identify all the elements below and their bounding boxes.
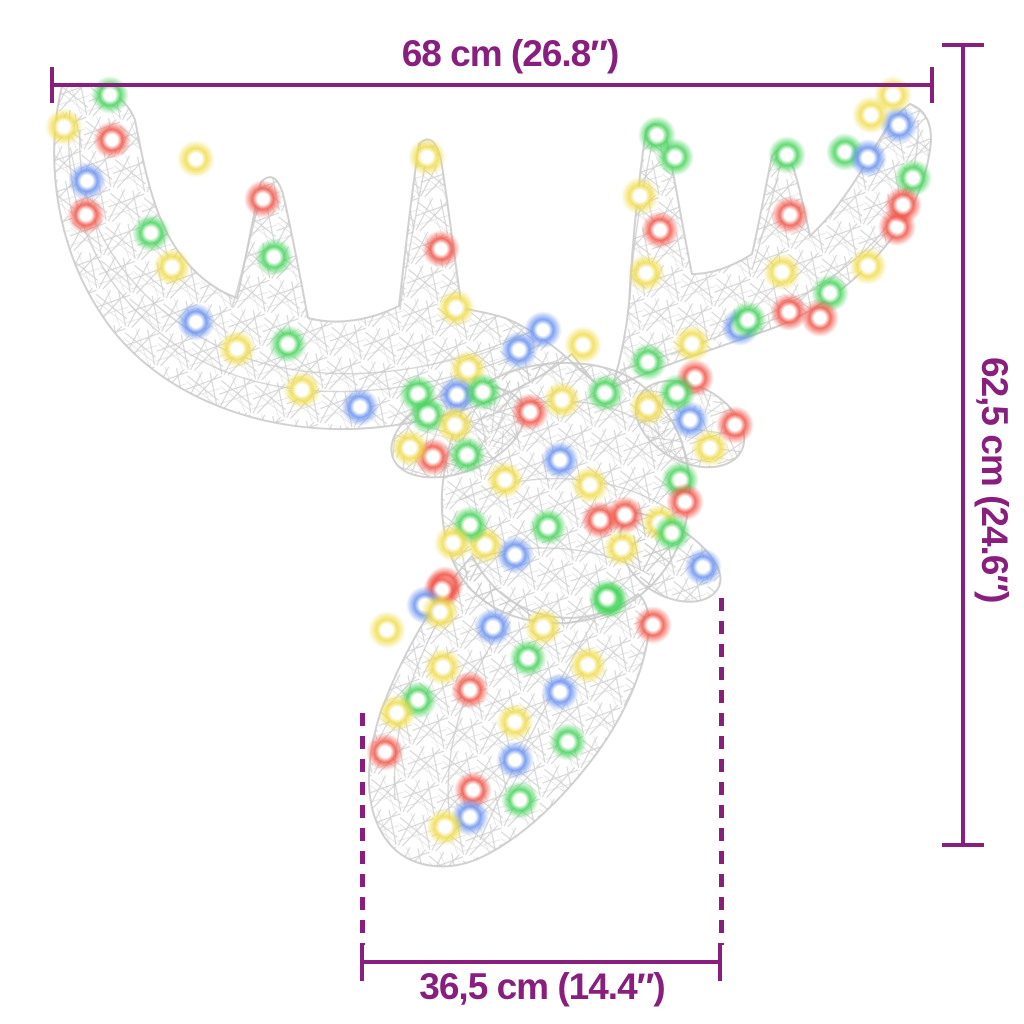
top-width-label: 68 cm (26.8″) [401, 33, 620, 74]
top-dimension-left-tick [50, 67, 54, 103]
top-dimension-line [52, 83, 932, 87]
right-dimension-line [961, 45, 965, 845]
led-lights [45, 76, 932, 846]
bottom-dimension-line [362, 960, 722, 964]
right-dimension-top-tick [942, 43, 984, 47]
top-dimension-right-tick [930, 67, 934, 103]
bottom-dimension-left-tick [360, 943, 364, 981]
bottom-dimension-left-extension [360, 713, 365, 945]
right-height-label: 62,5 cm (24.6″) [974, 357, 1015, 603]
bottom-dimension-right-extension [719, 598, 724, 945]
bottom-width-label: 36,5 cm (14.4″) [419, 966, 665, 1007]
right-dimension-bottom-tick [942, 843, 984, 847]
bottom-dimension-right-tick [718, 943, 722, 981]
